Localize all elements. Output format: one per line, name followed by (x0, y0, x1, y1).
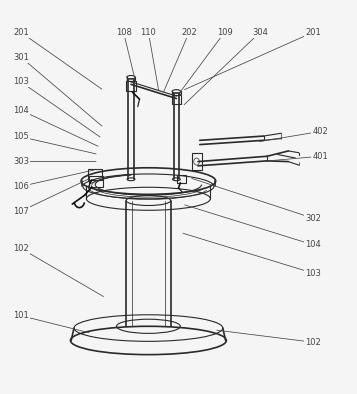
Text: 108: 108 (116, 28, 131, 37)
Text: 105: 105 (13, 132, 29, 141)
Bar (89, 177, 104, 187)
Text: 201: 201 (13, 28, 29, 37)
Text: 102: 102 (305, 338, 321, 347)
Text: 104: 104 (305, 240, 321, 249)
Text: 402: 402 (312, 127, 328, 136)
Text: 101: 101 (13, 311, 29, 320)
Bar (177, 175, 186, 183)
Text: 106: 106 (13, 182, 29, 191)
Text: 103: 103 (13, 77, 29, 86)
Text: 102: 102 (13, 244, 29, 253)
Text: 301: 301 (13, 52, 29, 61)
Bar (88, 169, 102, 180)
Text: 202: 202 (181, 28, 197, 37)
Text: 302: 302 (305, 214, 321, 223)
Text: 201: 201 (305, 28, 321, 37)
Bar (192, 153, 201, 171)
Text: 401: 401 (312, 152, 328, 161)
Text: 103: 103 (305, 269, 321, 278)
Text: 304: 304 (252, 28, 268, 37)
Text: 109: 109 (217, 28, 232, 37)
Text: 110: 110 (141, 28, 156, 37)
Text: 104: 104 (13, 106, 29, 115)
Text: 303: 303 (13, 157, 29, 166)
Bar (172, 95, 181, 104)
Text: 107: 107 (13, 207, 29, 216)
Bar (126, 81, 136, 91)
